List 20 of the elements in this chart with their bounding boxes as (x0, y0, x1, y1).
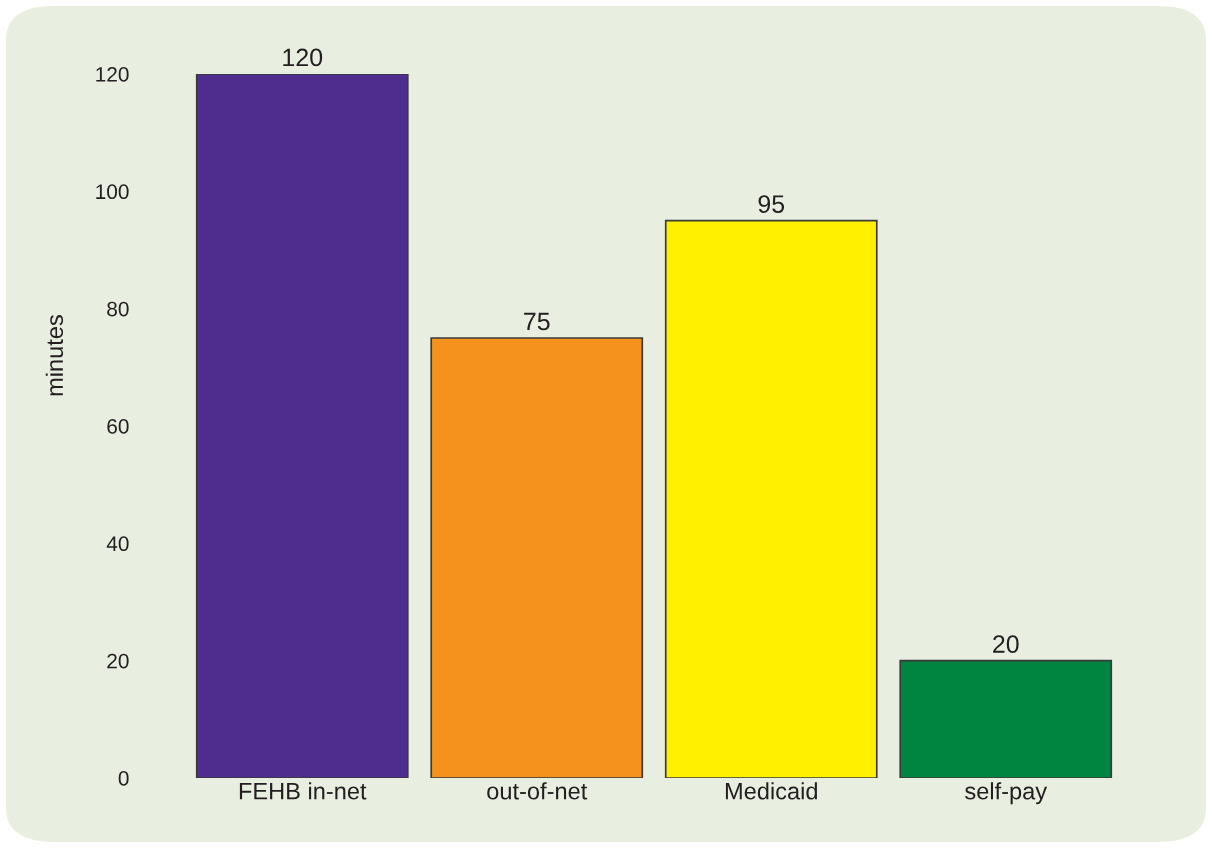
y-axis-title: minutes (45, 315, 64, 396)
data-label: 95 (758, 195, 785, 213)
y-tick-label: 20 (107, 653, 129, 669)
y-tick-label: 100 (96, 184, 129, 200)
y-tick-label: 80 (107, 301, 129, 317)
x-tick-label: Medicaid (725, 782, 817, 800)
data-label: 20 (993, 635, 1019, 653)
x-tick-label: FEHB in-net (239, 782, 367, 800)
bar (899, 659, 1113, 778)
data-label: 120 (283, 48, 323, 67)
bar (430, 337, 644, 778)
y-tick-label: 0 (118, 771, 129, 786)
data-label: 75 (524, 312, 550, 331)
x-tick-label: out-of-net (487, 782, 588, 800)
y-tick-label: 60 (107, 419, 129, 434)
y-tick-label: 40 (106, 536, 129, 552)
bar (195, 74, 409, 778)
y-tick-label: 120 (96, 67, 129, 82)
x-tick-label: self-pay (965, 782, 1048, 805)
bar (664, 219, 878, 778)
